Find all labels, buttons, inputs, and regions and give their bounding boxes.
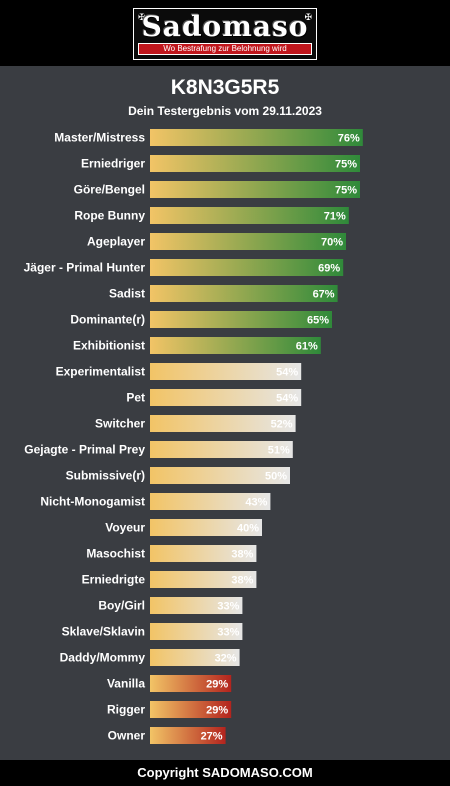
result-bar (150, 311, 332, 328)
result-bar (150, 285, 338, 302)
value-label: 29% (206, 705, 228, 717)
result-bar (150, 571, 257, 588)
value-label: 27% (201, 731, 223, 743)
category-label: Erniedrigte (82, 573, 146, 587)
category-label: Experimentalist (56, 365, 145, 379)
value-label: 32% (215, 653, 237, 665)
site-logo[interactable]: ✠ ✠ Sadomaso Wo Bestrafung zur Belohnung… (133, 8, 317, 60)
category-label: Master/Mistress (54, 131, 145, 145)
page-title: K8N3G5R5 (170, 76, 280, 99)
category-label: Pet (126, 391, 145, 405)
result-bar (150, 649, 240, 666)
category-label: Voyeur (105, 521, 145, 535)
result-bar (150, 207, 349, 224)
category-label: Switcher (95, 417, 145, 431)
result-bar (150, 415, 296, 432)
result-bar (150, 467, 290, 484)
value-label: 75% (335, 185, 357, 197)
category-label: Rigger (107, 703, 145, 717)
category-label: Boy/Girl (98, 599, 145, 613)
category-label: Gejagte - Primal Prey (24, 443, 145, 457)
category-label: Sadist (109, 287, 145, 301)
header: ✠ ✠ Sadomaso Wo Bestrafung zur Belohnung… (0, 0, 450, 66)
result-bar (150, 389, 302, 406)
result-bar (150, 129, 363, 146)
category-label: Erniedriger (81, 157, 145, 171)
result-bar (150, 519, 262, 536)
value-label: 76% (338, 133, 360, 145)
logo-tagline: Wo Bestrafung zur Belohnung wird (138, 43, 312, 55)
value-label: 69% (318, 263, 340, 275)
logo-wordmark: Sadomaso (141, 10, 309, 43)
result-bar (150, 363, 302, 380)
result-bar (150, 259, 344, 276)
result-bar (150, 181, 360, 198)
value-label: 43% (245, 497, 267, 509)
result-bar (150, 597, 243, 614)
result-bar (150, 337, 321, 354)
value-label: 54% (276, 393, 298, 405)
value-label: 71% (324, 211, 346, 223)
category-label: Daddy/Mommy (60, 651, 146, 665)
result-bar (150, 727, 226, 744)
value-label: 75% (335, 159, 357, 171)
value-label: 33% (217, 627, 239, 639)
value-label: 40% (237, 523, 259, 535)
value-label: 65% (307, 315, 329, 327)
category-label: Masochist (86, 547, 145, 561)
value-label: 50% (265, 471, 287, 483)
value-label: 38% (231, 549, 253, 561)
value-label: 61% (296, 341, 318, 353)
result-bar (150, 155, 360, 172)
value-label: 70% (321, 237, 343, 249)
result-bar (150, 233, 346, 250)
value-label: 54% (276, 367, 298, 379)
cross-icon: ✠ (304, 12, 312, 22)
value-label: 52% (271, 419, 293, 431)
category-label: Göre/Bengel (74, 183, 145, 197)
category-label: Submissive(r) (66, 469, 145, 483)
result-bar (150, 701, 232, 718)
value-label: 29% (206, 679, 228, 691)
category-label: Dominante(r) (70, 313, 145, 327)
category-label: Rope Bunny (74, 209, 145, 223)
result-bar-chart: Master/Mistress 76% Erniedriger 75% Göre/Ben… (24, 129, 363, 744)
result-bar (150, 441, 293, 458)
category-label: Owner (108, 729, 146, 743)
cross-icon: ✠ (138, 12, 146, 22)
result-bar (150, 493, 271, 510)
result-bar (150, 623, 243, 640)
value-label: 38% (231, 575, 253, 587)
value-label: 33% (217, 601, 239, 613)
result-bar (150, 545, 257, 562)
result-bar (150, 675, 232, 692)
value-label: 51% (268, 445, 290, 457)
category-label: Jäger - Primal Hunter (24, 261, 146, 275)
value-label: 67% (313, 289, 335, 301)
category-label: Sklave/Sklavin (62, 625, 145, 639)
footer: Copyright SADOMASO.COM (0, 760, 450, 786)
category-label: Exhibitionist (73, 339, 145, 353)
category-label: Ageplayer (87, 235, 145, 249)
page-subtitle: Dein Testergebnis vom 29.11.2023 (128, 104, 322, 118)
category-label: Vanilla (107, 677, 145, 691)
category-label: Nicht-Monogamist (40, 495, 145, 509)
copyright-text: Copyright SADOMASO.COM (137, 765, 313, 780)
